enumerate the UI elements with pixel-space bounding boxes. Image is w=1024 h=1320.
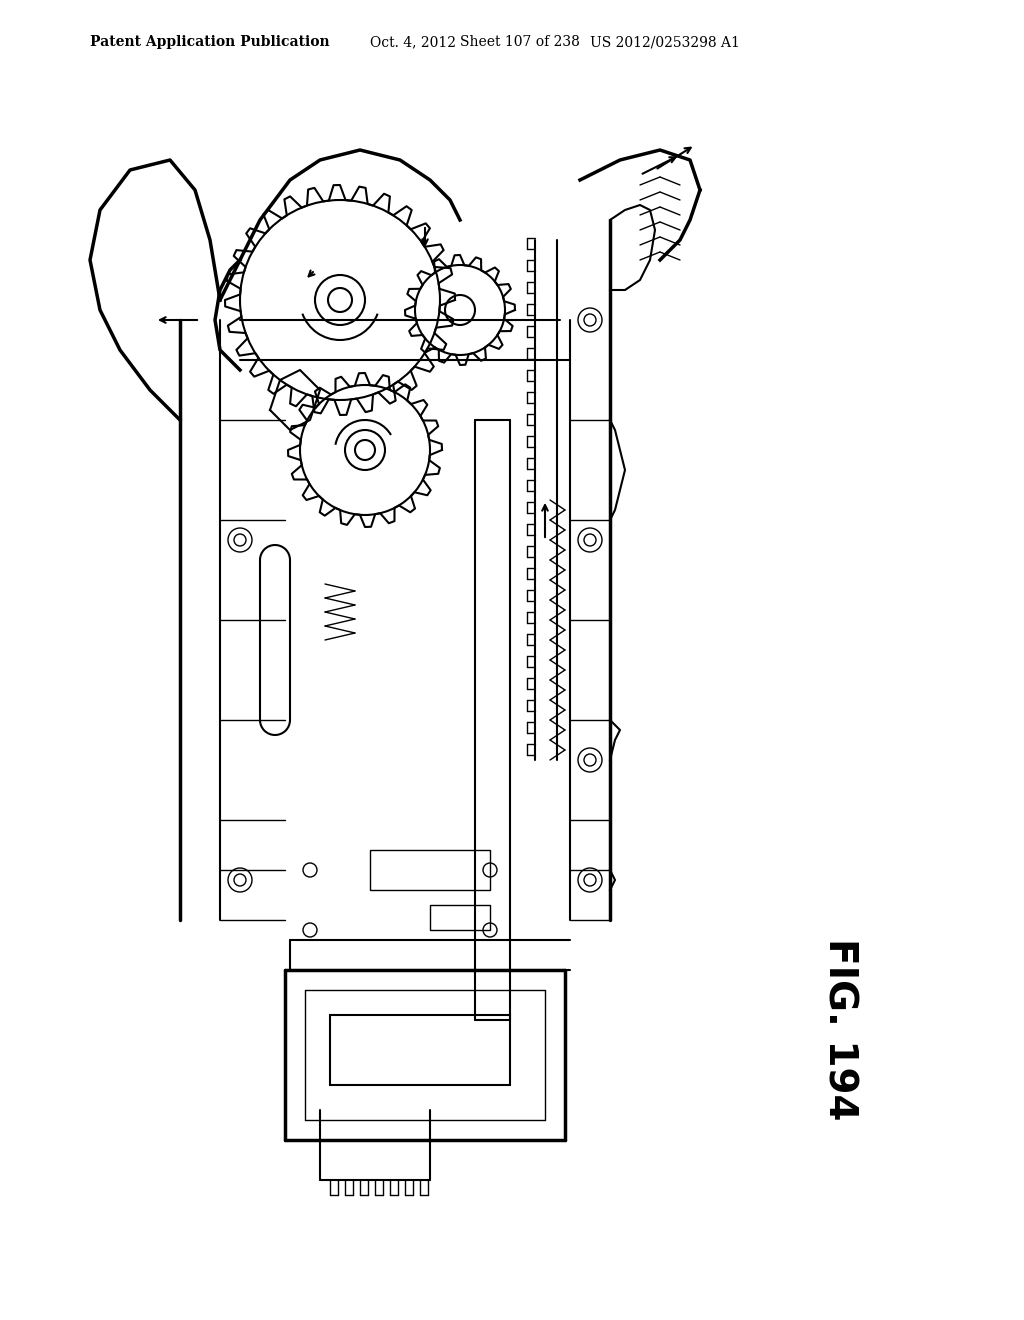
- Text: Patent Application Publication: Patent Application Publication: [90, 36, 330, 49]
- Bar: [330, 1015, 510, 1085]
- Bar: [370, 850, 490, 890]
- Text: FIG. 194: FIG. 194: [820, 937, 858, 1119]
- Circle shape: [355, 440, 375, 459]
- Circle shape: [234, 874, 246, 886]
- Text: US 2012/0253298 A1: US 2012/0253298 A1: [590, 36, 740, 49]
- Circle shape: [328, 288, 352, 312]
- Circle shape: [584, 874, 596, 886]
- Circle shape: [234, 535, 246, 546]
- Circle shape: [584, 314, 596, 326]
- Circle shape: [584, 754, 596, 766]
- Text: Oct. 4, 2012: Oct. 4, 2012: [370, 36, 456, 49]
- Bar: [430, 906, 490, 931]
- Circle shape: [584, 535, 596, 546]
- Text: Sheet 107 of 238: Sheet 107 of 238: [460, 36, 580, 49]
